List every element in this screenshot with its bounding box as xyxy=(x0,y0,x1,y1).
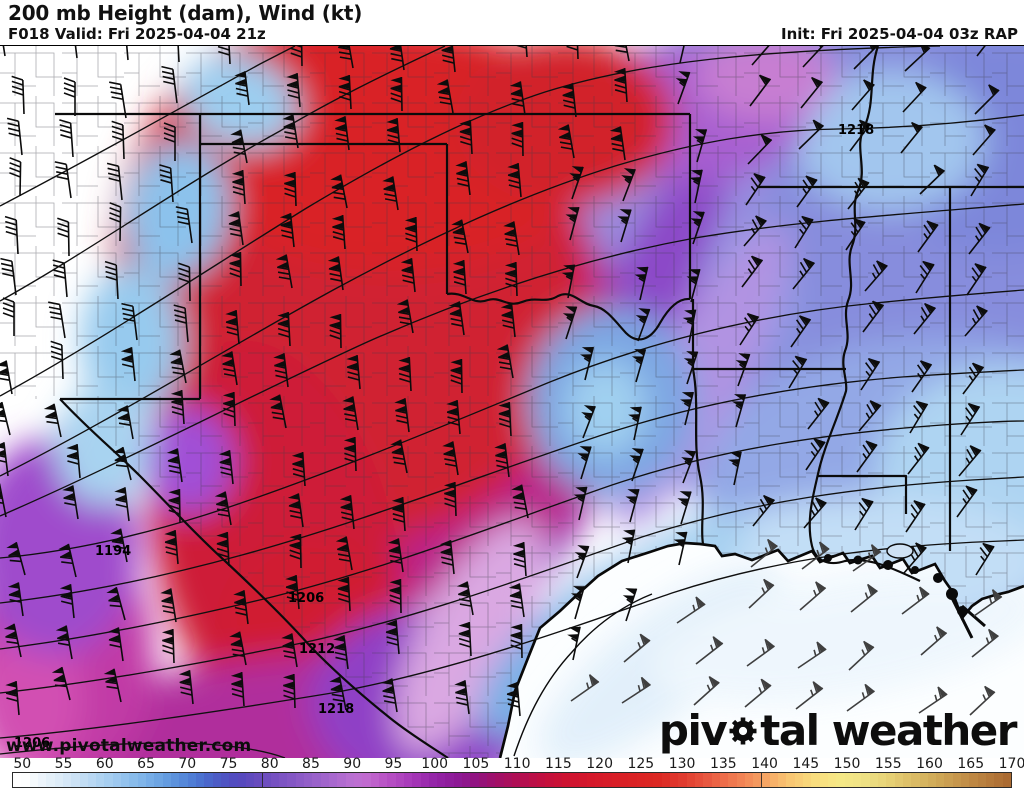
colorbar-tick-labels: 50 55 60 65 70 75 80 85 90 95 100 105 110 115 120 125 13… xyxy=(0,756,1024,772)
contour-labels: 1218 1194 1206 1212 1218 1206 xyxy=(14,123,874,751)
model-init-label: Init: Fri 2025-04-04 03z RAP xyxy=(781,25,1018,43)
louisiana-marsh xyxy=(824,554,986,639)
colorbar-tick-label: 75 xyxy=(219,756,238,772)
colorbar-tick-label: 155 xyxy=(874,756,902,772)
colorbar-tick-label: 160 xyxy=(916,756,943,772)
pivotal-weather-logo: piv tal weather xyxy=(658,706,1018,756)
colorbar-cell xyxy=(1002,773,1012,787)
gulf-coastline xyxy=(498,541,1024,758)
colorbar-tick-label: 50 xyxy=(13,756,32,772)
weather-map: 1218 1194 1206 1212 1218 1206 xyxy=(0,45,1024,758)
colorbar-tick-label: 95 xyxy=(384,756,403,772)
forecast-valid-label: F018 Valid: Fri 2025-04-04 21z xyxy=(8,25,266,43)
colorbar-tick-label: 110 xyxy=(503,756,531,772)
page-title: 200 mb Height (dam), Wind (kt) xyxy=(8,1,363,25)
contour-label: 1206 xyxy=(14,736,50,751)
contour-label: 1206 xyxy=(288,591,324,606)
logo-text-right: tal weather xyxy=(760,706,1017,755)
colorbar-tick-label: 145 xyxy=(792,756,820,772)
colorbar-tick-label: 105 xyxy=(462,756,490,772)
colorbar-tick-label: 80 xyxy=(260,756,279,772)
colorbar-tick-label: 70 xyxy=(178,756,197,772)
barrier-island xyxy=(513,593,653,757)
contour-label: 1212 xyxy=(299,642,335,657)
colorbar-tick-label: 170 xyxy=(998,756,1024,772)
colorbar-tick-label: 140 xyxy=(751,756,778,772)
gear-icon xyxy=(727,710,759,745)
colorbar-tick-label: 125 xyxy=(627,756,655,772)
colorbar xyxy=(12,772,1012,788)
colorbar-tick-label: 150 xyxy=(833,756,861,772)
wind-barbs xyxy=(0,46,1003,717)
state-borders xyxy=(55,46,1024,758)
colorbar-tick-label: 120 xyxy=(586,756,613,772)
colorbar-tick-label: 135 xyxy=(709,756,737,772)
header: 200 mb Height (dam), Wind (kt) F018 Vali… xyxy=(0,0,1024,45)
colorbar-tick-label: 55 xyxy=(54,756,73,772)
colorbar-tick-label: 130 xyxy=(668,756,696,772)
lake-pontchartrain xyxy=(886,543,914,559)
logo-text-left: piv xyxy=(658,706,728,755)
height-contours xyxy=(0,46,1024,758)
contour-label: 1218 xyxy=(838,123,874,138)
colorbar-tick-label: 85 xyxy=(302,756,320,772)
colorbar-tick-label: 60 xyxy=(95,756,114,772)
contour-label: 1194 xyxy=(95,544,131,559)
colorbar-tick-label: 90 xyxy=(343,756,362,772)
watermark-url: www.pivotalweather.com xyxy=(6,736,252,756)
colorbar-tick-label: 115 xyxy=(545,756,572,772)
colorbar-tick-label: 165 xyxy=(957,756,985,772)
colorbar-tick-label: 100 xyxy=(421,756,449,772)
colorbar-tick-label: 65 xyxy=(137,756,155,772)
weather-map-svg: 1218 1194 1206 1212 1218 1206 xyxy=(0,46,1024,758)
contour-label: 1218 xyxy=(318,702,354,717)
